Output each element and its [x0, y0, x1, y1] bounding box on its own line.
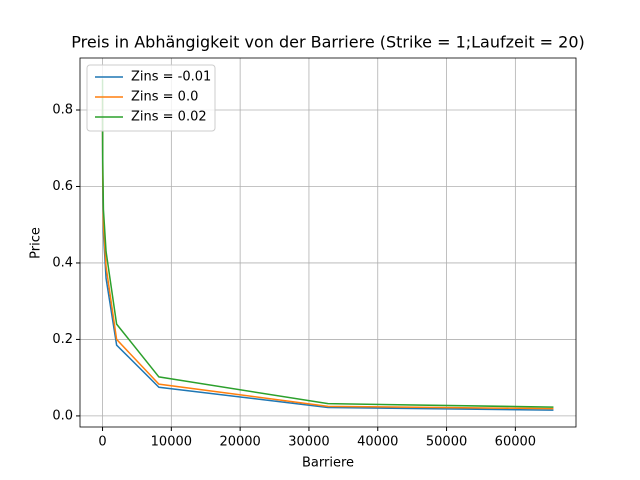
legend-box [86, 64, 216, 132]
x-tick-label: 10000 [151, 435, 192, 450]
y-tick-label: 0.4 [52, 255, 73, 270]
y-tick-label: 0.8 [52, 103, 73, 118]
legend-label: Zins = -0.01 [131, 70, 211, 85]
x-tick-label: 50000 [426, 435, 467, 450]
x-tick-label: 30000 [288, 435, 329, 450]
series-line [101, 79, 554, 408]
legend-label: Zins = 0.0 [131, 90, 198, 105]
y-axis-label: Price [29, 227, 44, 259]
x-tick-label: 0 [98, 435, 106, 450]
series-line [101, 110, 554, 411]
x-tick-label: 40000 [357, 435, 398, 450]
x-tick-label: 60000 [495, 435, 536, 450]
x-axis-label: Barriere [302, 456, 354, 471]
y-tick-label: 0.6 [52, 179, 73, 194]
series-line [101, 94, 554, 410]
y-tick-label: 0.2 [52, 332, 73, 347]
legend-label: Zins = 0.02 [131, 110, 207, 125]
y-tick-label: 0.0 [52, 408, 73, 423]
chart-title: Preis in Abhängigkeit von der Barriere (… [71, 33, 585, 52]
x-tick-label: 20000 [219, 435, 260, 450]
axes-frame [79, 57, 577, 428]
